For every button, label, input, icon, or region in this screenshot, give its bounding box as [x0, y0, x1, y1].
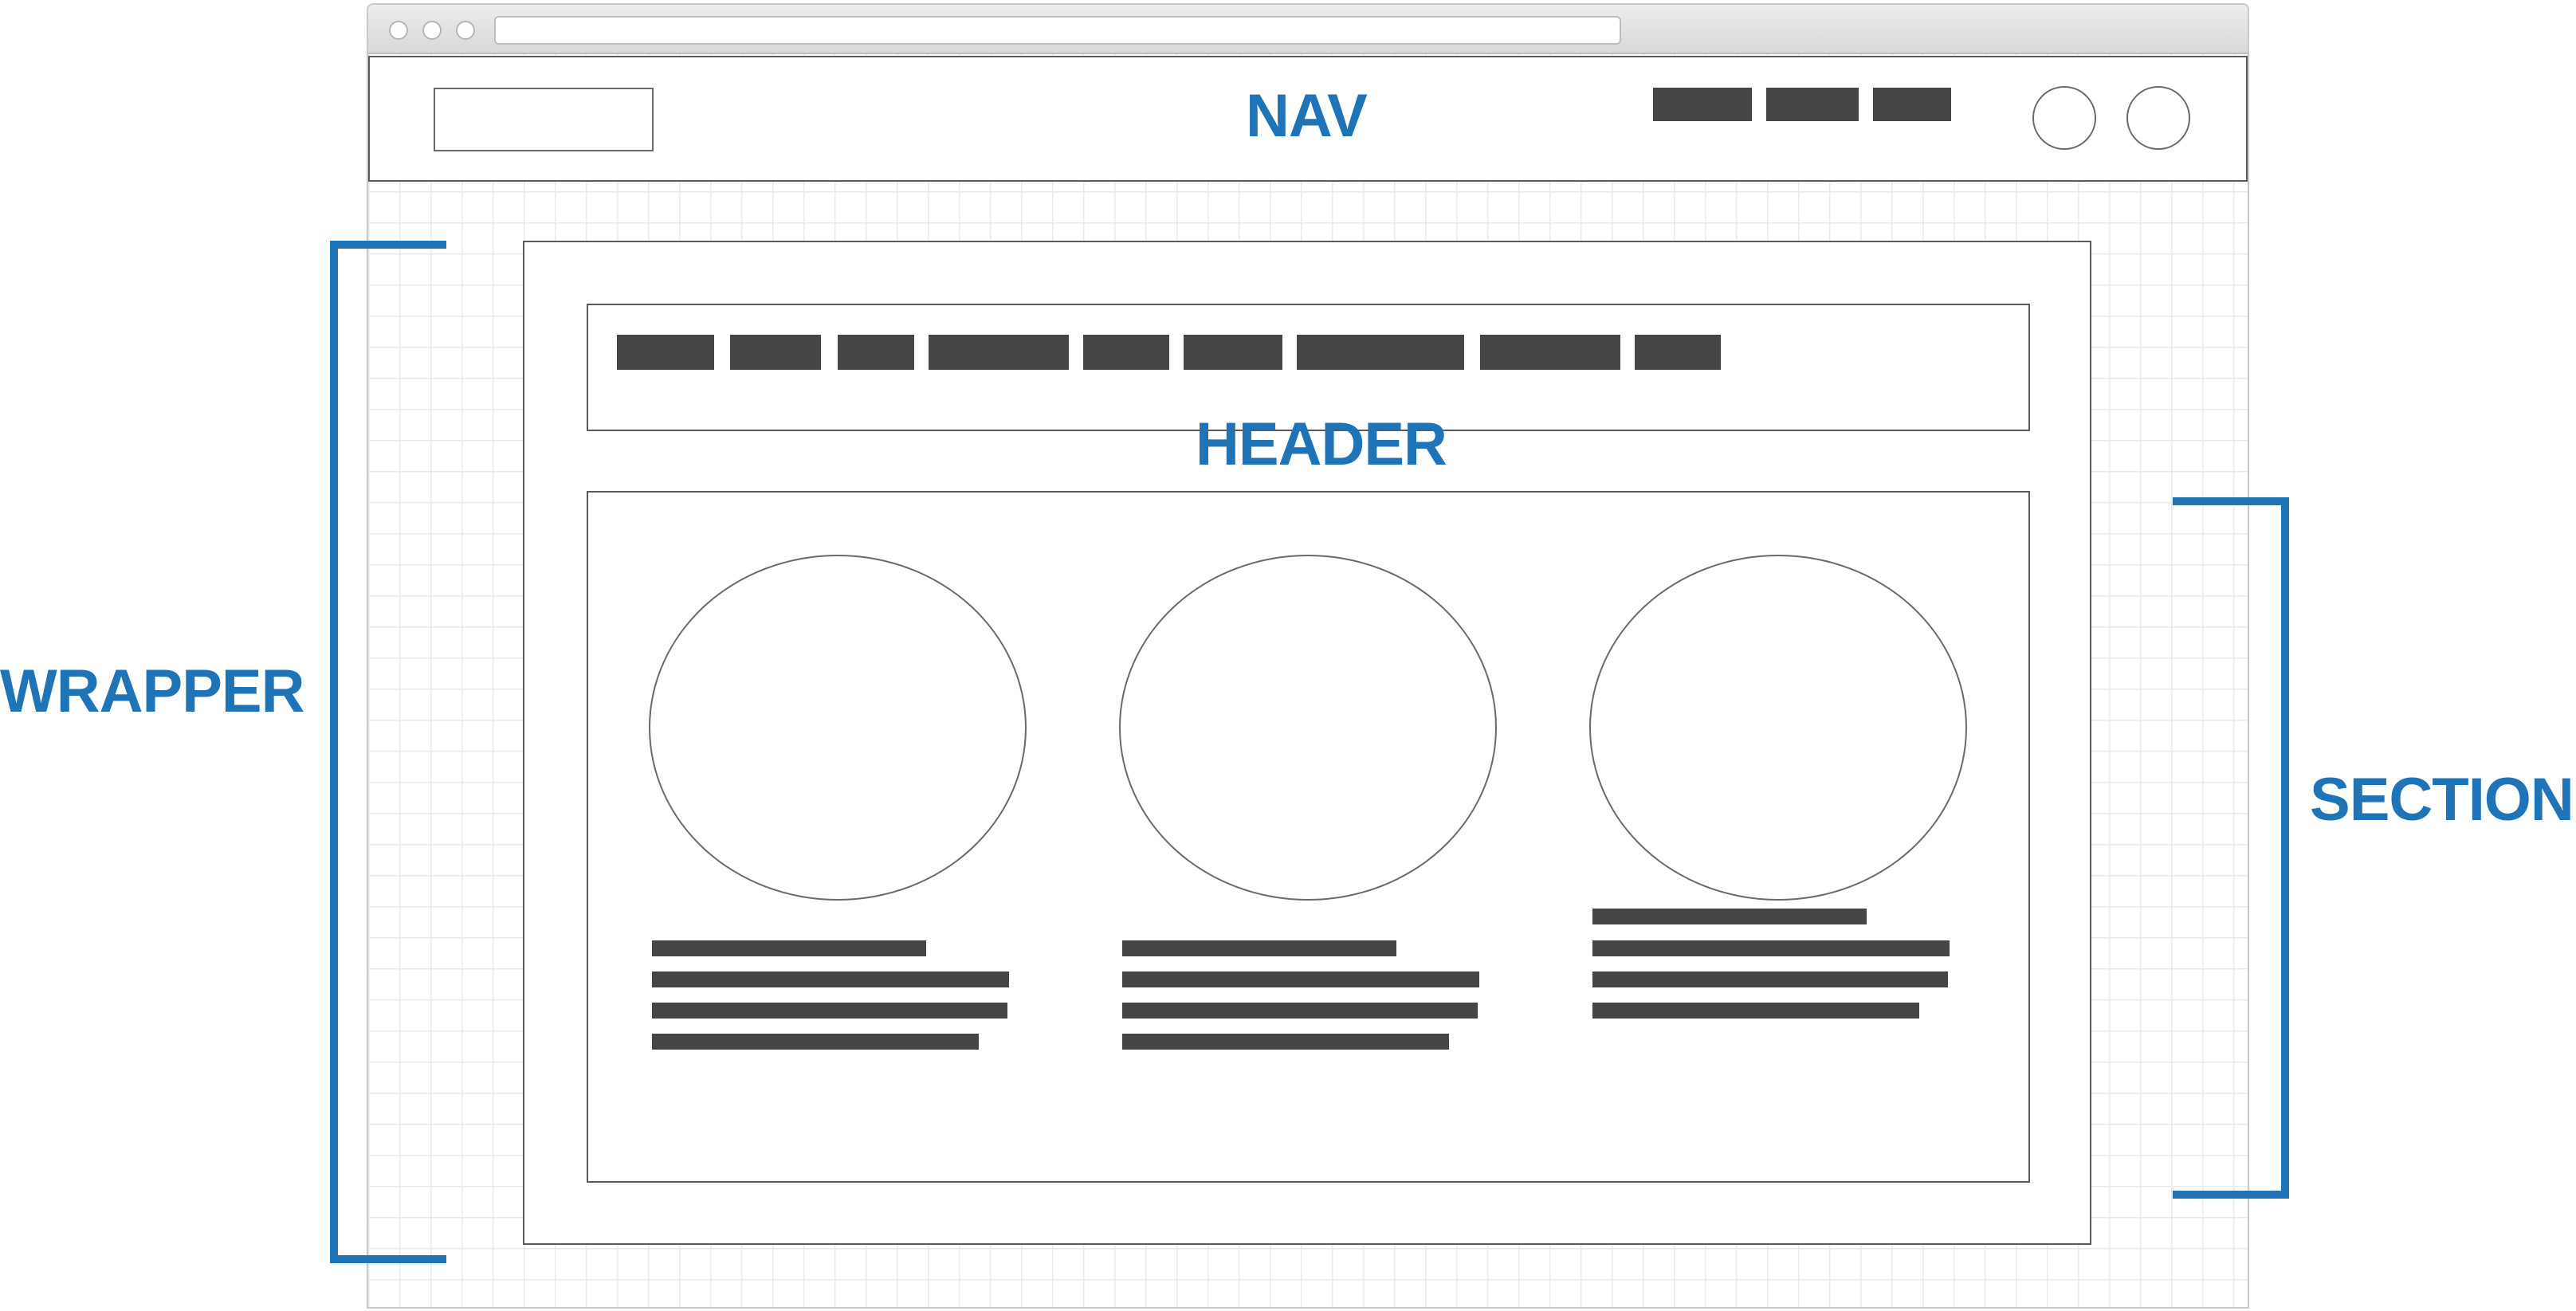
- text-line: [1592, 1003, 1919, 1019]
- image-placeholder-circle: [649, 555, 1027, 901]
- header-link[interactable]: [838, 335, 914, 370]
- header-label: HEADER: [1196, 410, 1447, 478]
- text-line: [1592, 940, 1950, 956]
- traffic-light-icon[interactable]: [422, 21, 442, 40]
- wrapper-label: WRAPPER: [0, 657, 304, 725]
- nav-label: NAV: [1246, 82, 1368, 150]
- text-line: [652, 940, 926, 956]
- logo-placeholder[interactable]: [434, 88, 654, 151]
- section-bracket: [2173, 497, 2289, 1199]
- header-link[interactable]: [1635, 335, 1721, 370]
- nav-link[interactable]: [1766, 88, 1859, 121]
- text-line: [652, 1034, 979, 1050]
- header-link[interactable]: [617, 335, 714, 370]
- header-link[interactable]: [1480, 335, 1620, 370]
- text-line: [1592, 971, 1948, 987]
- nav-link[interactable]: [1653, 88, 1752, 121]
- text-line: [1122, 1034, 1449, 1050]
- header-link[interactable]: [1184, 335, 1282, 370]
- circle-icon[interactable]: [2032, 86, 2096, 150]
- section-label: SECTION: [2310, 766, 2574, 834]
- header-link[interactable]: [1083, 335, 1169, 370]
- image-placeholder-circle: [1119, 555, 1497, 901]
- header-link[interactable]: [1297, 335, 1464, 370]
- traffic-light-icon[interactable]: [456, 21, 475, 40]
- text-line: [652, 971, 1009, 987]
- text-line: [1122, 940, 1396, 956]
- text-line: [1122, 971, 1479, 987]
- text-line: [652, 1003, 1007, 1019]
- browser-titlebar: [368, 5, 2248, 54]
- image-placeholder-circle: [1589, 555, 1967, 901]
- header-link[interactable]: [929, 335, 1069, 370]
- text-line: [1122, 1003, 1478, 1019]
- nav-link[interactable]: [1873, 88, 1951, 121]
- address-bar[interactable]: [494, 16, 1621, 45]
- traffic-light-icon[interactable]: [389, 21, 408, 40]
- circle-icon[interactable]: [2126, 86, 2190, 150]
- header-link[interactable]: [730, 335, 821, 370]
- nav-bar: [368, 56, 2248, 182]
- wrapper-bracket: [330, 241, 446, 1263]
- text-line: [1592, 909, 1867, 924]
